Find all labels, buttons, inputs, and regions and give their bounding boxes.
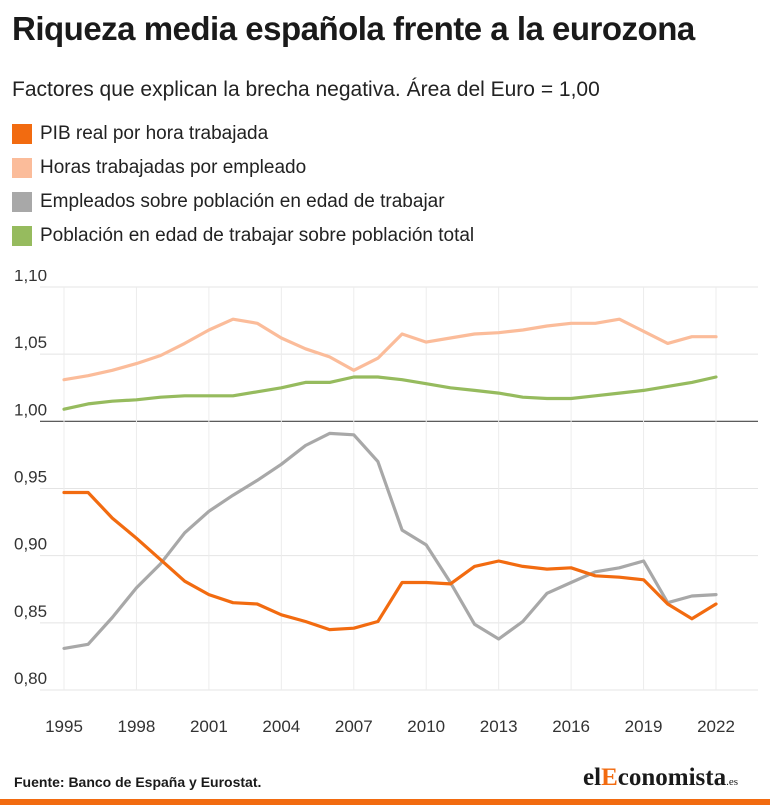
chart-subtitle: Factores que explican la brecha negativa…: [12, 78, 600, 101]
series-line-pib: [62, 490, 718, 632]
legend-label-pib: PIB real por hora trabajada: [40, 123, 269, 144]
x-tick-label: 2013: [480, 717, 518, 736]
brand-pre: el: [583, 764, 602, 791]
y-tick-label: 1,00: [14, 400, 47, 419]
line-chart: 1,10 1,05 1,00 0,95 0,90 0,85 0,80 1995 1998 2001…: [14, 270, 758, 736]
x-tick-label: 2016: [552, 717, 590, 736]
x-tick-label: 1995: [45, 717, 83, 736]
series-line-empleados: [62, 431, 718, 650]
brand-suffix: .es: [726, 776, 738, 788]
legend-item-horas: Horas trabajadas por empleado: [12, 151, 474, 185]
legend-label-empleados: Empleados sobre población en edad de tra…: [40, 191, 445, 212]
legend-item-pib: PIB real por hora trabajada: [12, 117, 474, 151]
x-tick-label: 2019: [625, 717, 663, 736]
y-tick-label: 0,80: [14, 669, 47, 688]
y-tick-label: 1,10: [14, 270, 47, 285]
x-tick-label: 2007: [335, 717, 373, 736]
x-tick-label: 2022: [697, 717, 735, 736]
x-tick-label: 2010: [407, 717, 445, 736]
y-tick-label: 1,05: [14, 333, 47, 352]
legend-label-horas: Horas trabajadas por empleado: [40, 157, 307, 178]
y-tick-label: 0,95: [14, 468, 47, 487]
brand-mid: conomista: [617, 764, 727, 791]
x-tick-label: 1998: [118, 717, 156, 736]
legend-swatch-pib: [12, 124, 32, 144]
x-tick-label: 2004: [262, 717, 300, 736]
legend-label-poblacion: Población en edad de trabajar sobre pobl…: [40, 225, 475, 246]
y-tick-label: 0,90: [14, 535, 47, 554]
legend-item-empleados: Empleados sobre población en edad de tra…: [12, 185, 474, 219]
legend: PIB real por hora trabajada Horas trabaj…: [12, 117, 474, 253]
brand-accent: E: [601, 764, 618, 791]
legend-swatch-empleados: [12, 192, 32, 212]
source-note: Fuente: Banco de España y Eurostat.: [14, 774, 262, 790]
legend-swatch-horas: [12, 158, 32, 178]
bottom-accent-bar: [0, 799, 770, 805]
y-tick-label: 0,85: [14, 602, 47, 621]
x-tick-label: 2001: [190, 717, 228, 736]
brand-logo: elEconomista.es: [583, 764, 738, 792]
legend-item-poblacion: Población en edad de trabajar sobre pobl…: [12, 219, 474, 253]
chart-title: Riqueza media española frente a la euroz…: [12, 10, 695, 47]
legend-swatch-poblacion: [12, 226, 32, 246]
series-line-poblacion: [62, 375, 718, 411]
series-line-horas: [62, 317, 718, 382]
